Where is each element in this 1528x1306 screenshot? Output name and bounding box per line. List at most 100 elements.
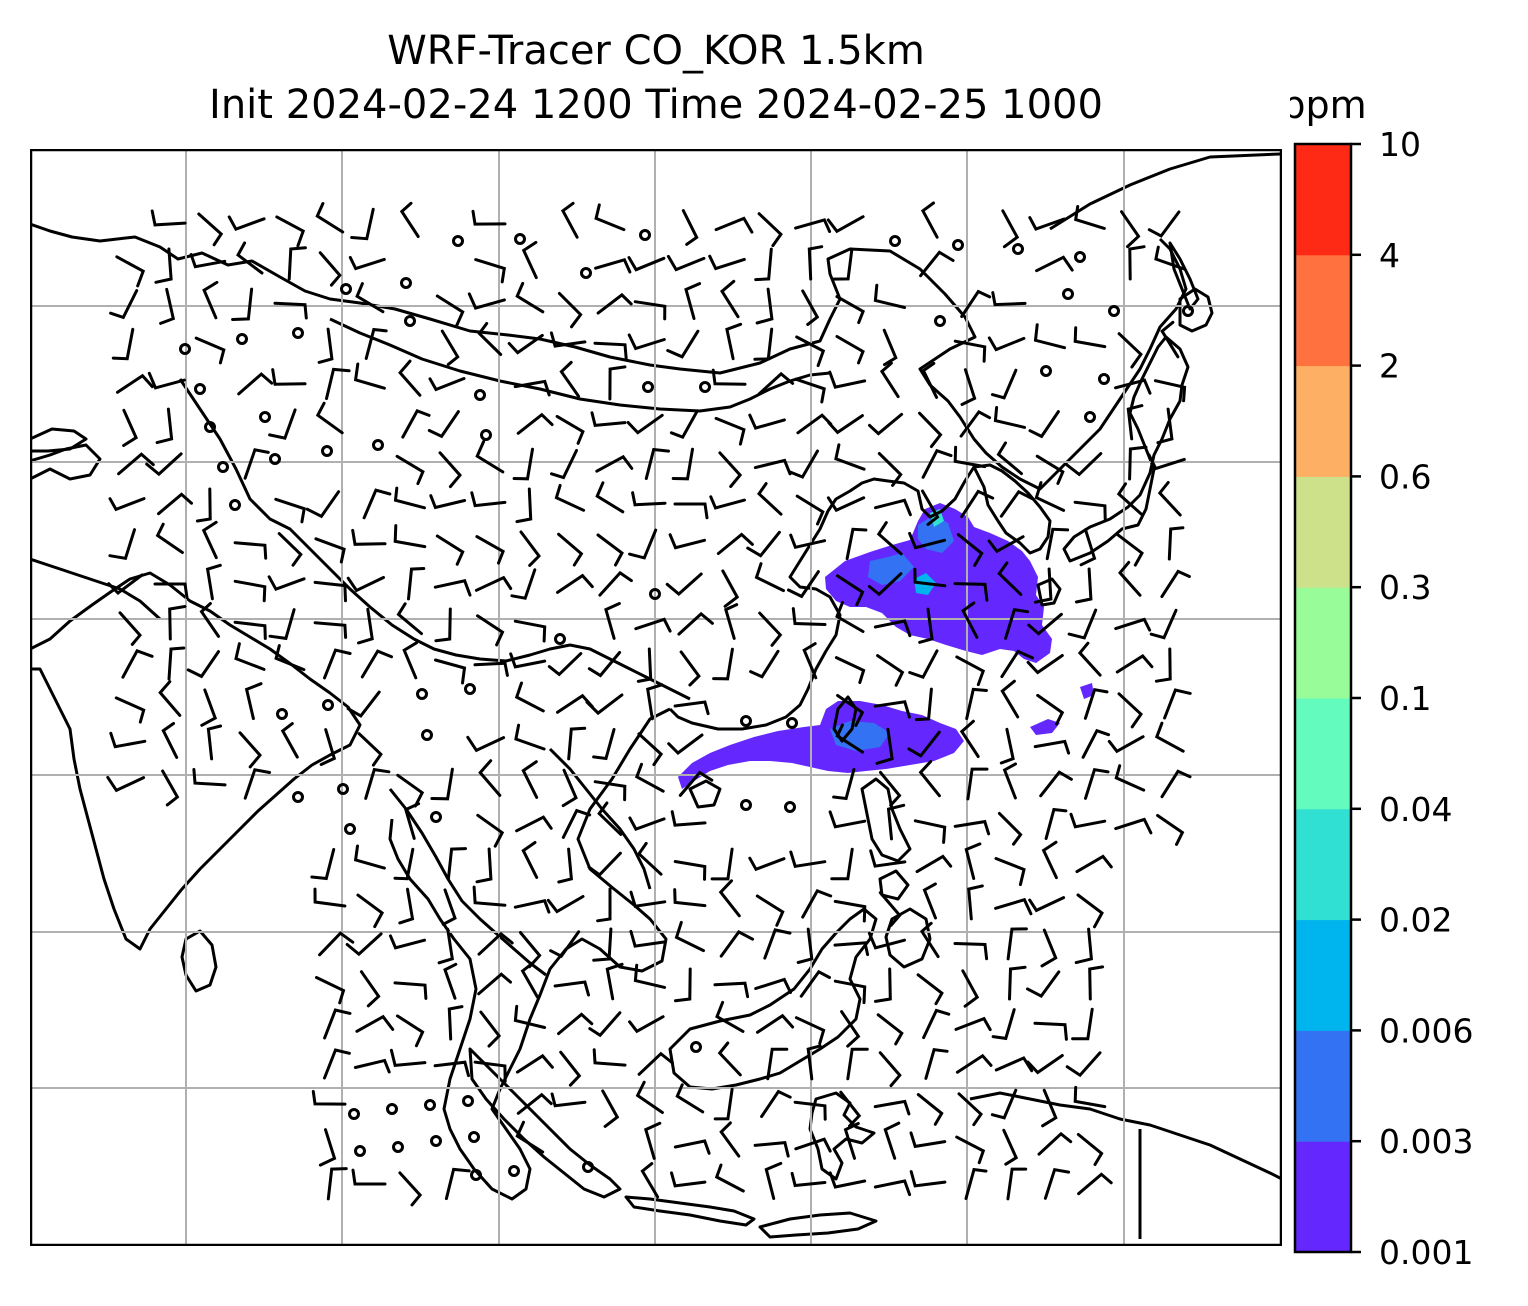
coastline-indochina	[388, 707, 671, 1201]
wind-barb	[323, 1048, 351, 1080]
wind-barb	[271, 368, 307, 386]
wind-barb	[549, 331, 587, 348]
colorbar-tick-label: 0.1	[1379, 679, 1431, 718]
wind-barb	[353, 844, 386, 870]
wind-barb	[833, 899, 867, 923]
colorbar-segment	[1295, 365, 1351, 477]
wind-barb	[357, 732, 383, 767]
wind-barb	[595, 454, 634, 473]
colorbar-tick-label: 2	[1379, 347, 1400, 386]
tracer-concentration-field	[678, 503, 1094, 789]
wind-barb	[953, 942, 989, 961]
calm-wind-marker	[474, 389, 486, 401]
wind-barb	[636, 647, 653, 683]
wind-barb	[834, 656, 866, 684]
wind-barb	[310, 848, 336, 881]
wind-barb	[626, 413, 664, 435]
wind-barb	[996, 441, 1023, 476]
gridlines	[30, 149, 1282, 1246]
wind-barb	[476, 614, 505, 647]
wind-barb	[987, 535, 1025, 554]
wind-barb	[109, 289, 139, 320]
wind-barb	[876, 1013, 904, 1046]
wind-barb	[1028, 896, 1066, 913]
wind-barb	[1004, 608, 1030, 640]
wind-barb	[836, 694, 865, 727]
wind-barb	[398, 1171, 423, 1207]
calm-wind-marker	[480, 429, 492, 441]
wind-barb	[960, 368, 977, 406]
calm-wind-marker	[889, 235, 901, 247]
wind-barb	[1088, 965, 1105, 1001]
wind-barb	[314, 537, 346, 564]
wind-barb	[446, 847, 467, 881]
wind-barb	[590, 411, 627, 428]
calm-wind-marker	[392, 1141, 404, 1153]
wind-barb	[1147, 453, 1186, 471]
colorbar-tick-label: 0.3	[1379, 568, 1431, 607]
wind-barb	[477, 972, 512, 996]
tracer-plume-south-core	[830, 721, 890, 751]
wind-barb	[557, 291, 583, 329]
calm-wind-marker	[269, 453, 281, 465]
wind-barb	[557, 1012, 594, 1036]
wind-barb	[402, 641, 418, 680]
wind-barb	[828, 1171, 867, 1189]
wind-barb	[843, 1122, 860, 1160]
wind-barb	[916, 1093, 944, 1126]
calm-wind-marker	[416, 688, 428, 700]
wind-barb	[994, 857, 1026, 887]
wind-barb	[711, 368, 747, 386]
wind-barb	[1073, 1085, 1107, 1109]
wind-barb	[1033, 323, 1066, 350]
wind-barb	[634, 762, 665, 793]
wind-barb	[955, 655, 986, 687]
wind-barb	[114, 696, 146, 724]
wind-barb	[753, 327, 774, 361]
wind-barb	[921, 448, 953, 479]
wind-barb	[827, 414, 864, 435]
wind-barb	[716, 532, 754, 555]
wind-barb	[806, 1044, 822, 1081]
wind-barb	[757, 482, 783, 516]
wind-barb	[919, 921, 940, 959]
wind-barb	[150, 209, 187, 227]
calm-wind-marker	[462, 1095, 474, 1107]
wind-barb	[921, 489, 940, 526]
wind-barb	[559, 1050, 582, 1087]
coastline-sakhalin	[1168, 241, 1200, 311]
calm-wind-marker	[1084, 411, 1096, 423]
border-myanmar-thailand	[388, 788, 547, 977]
wind-barb	[244, 682, 263, 721]
wind-barb	[634, 617, 672, 633]
wind-barb	[644, 447, 670, 480]
wind-barb	[393, 524, 427, 549]
wind-barb	[167, 646, 186, 681]
wind-barb	[159, 287, 176, 325]
wind-barb	[592, 1048, 627, 1067]
wind-barb	[757, 371, 795, 396]
coastline-korea	[972, 463, 1052, 555]
wind-barb	[826, 215, 865, 234]
wind-barb	[351, 1168, 387, 1186]
wind-barb	[598, 570, 633, 597]
wind-barb	[715, 1000, 745, 1033]
wind-barb	[830, 847, 854, 881]
wind-barb	[474, 258, 506, 284]
colorbar-segments	[1295, 144, 1351, 1253]
coastline-sri-lanka	[180, 929, 218, 993]
wind-barb	[360, 649, 393, 679]
wind-barb	[999, 489, 1034, 518]
wind-barb	[199, 602, 220, 638]
wind-barb	[718, 451, 743, 488]
wind-barb	[154, 247, 173, 284]
wind-barb	[953, 819, 991, 836]
wind-barb	[714, 416, 746, 446]
wind-barb	[790, 1171, 827, 1188]
coastline-northern-continent	[30, 222, 1188, 491]
wind-barb	[789, 850, 827, 868]
wind-barb	[1116, 482, 1143, 516]
coastline-borneo	[668, 907, 878, 1091]
wind-barb	[640, 1162, 660, 1199]
wind-barb	[1076, 893, 1104, 929]
